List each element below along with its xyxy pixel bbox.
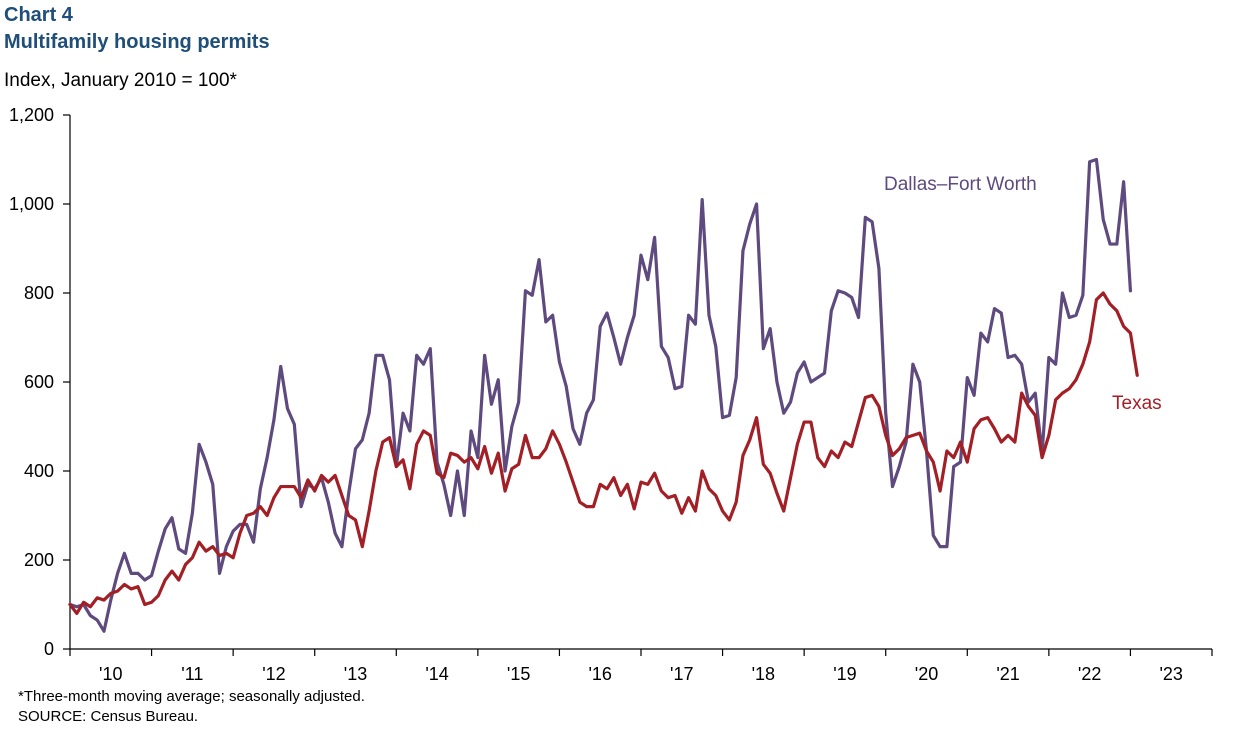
y-tick-label: 600 — [24, 372, 54, 392]
series-label-dallas-fort-worth: Dallas–Fort Worth — [884, 174, 1037, 195]
y-tick-label: 400 — [24, 461, 54, 481]
x-tick-label: '18 — [752, 664, 775, 684]
y-tick-label: 1,200 — [9, 105, 54, 125]
footnote: *Three-month moving average; seasonally … — [18, 688, 365, 705]
y-tick-label: 0 — [44, 639, 54, 659]
x-tick-label: '21 — [996, 664, 1019, 684]
y-tick-label: 800 — [24, 283, 54, 303]
x-tick-label: '14 — [425, 664, 448, 684]
y-tick-label: 200 — [24, 550, 54, 570]
y-tick-label: 1,000 — [9, 194, 54, 214]
x-tick-label: '13 — [344, 664, 367, 684]
y-axis: 0 200 400 600 800 1,000 1,200 — [9, 105, 71, 659]
series-line-texas — [68, 291, 1139, 616]
series-lines — [68, 157, 1139, 633]
x-tick-label: '15 — [507, 664, 530, 684]
x-tick-label: '22 — [1078, 664, 1101, 684]
x-tick-label: '11 — [181, 664, 203, 684]
series-label-texas: Texas — [1112, 393, 1162, 414]
x-tick-label: '10 — [99, 664, 122, 684]
x-tick-label: '19 — [833, 664, 856, 684]
source-note: SOURCE: Census Bureau. — [18, 708, 199, 725]
x-tick-label: '12 — [262, 664, 285, 684]
x-tick-label: '23 — [1159, 664, 1182, 684]
x-tick-label: '16 — [588, 664, 611, 684]
series-line-dallas-fort-worth — [68, 157, 1133, 633]
chart-number: Chart 4 — [4, 4, 73, 26]
x-axis: '10 '11 '12 '13 '14 '15 '16 '17 '18 '19 '20 '21 '22 '… — [69, 648, 1213, 684]
x-tick-label: '20 — [915, 664, 938, 684]
chart-title: Multifamily housing permits — [4, 31, 270, 53]
x-tick-label: '17 — [670, 664, 693, 684]
y-axis-units-label: Index, January 2010 = 100* — [4, 70, 237, 91]
